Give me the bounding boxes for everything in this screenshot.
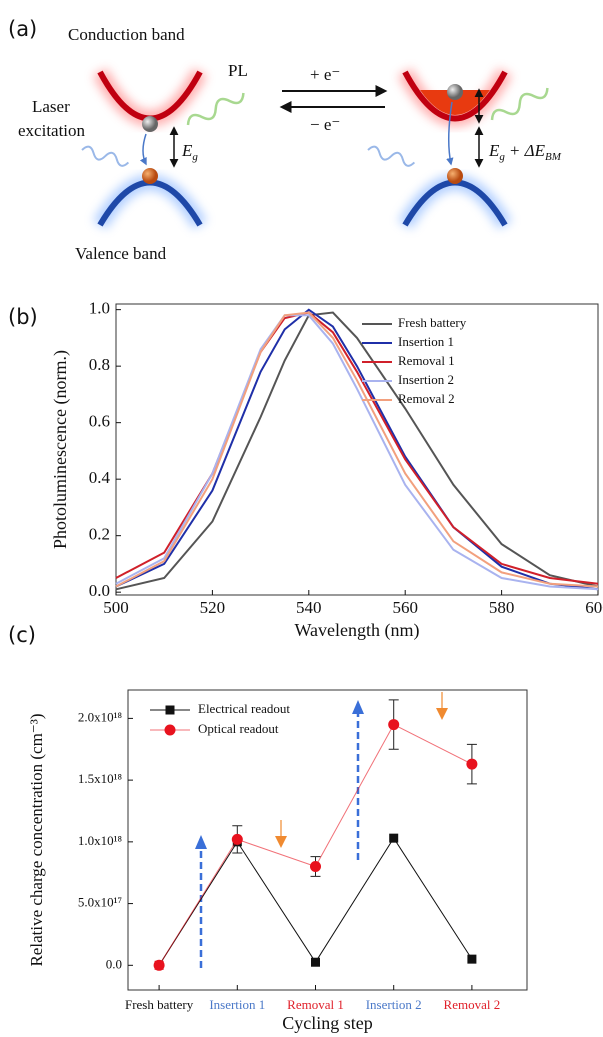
y-tick-label: 1.5x10¹⁸ xyxy=(78,771,123,786)
arrow-label: + e⁻ xyxy=(310,65,340,84)
arrow-head xyxy=(352,700,364,714)
panel-label: (c) xyxy=(8,623,36,647)
laser-wave xyxy=(367,145,416,167)
y-tick-label: 0.8 xyxy=(89,355,110,374)
laser-label: excitation xyxy=(18,121,86,140)
panel-label: (a) xyxy=(8,17,37,41)
gap-subscript: g xyxy=(499,151,505,163)
pl-label: PL xyxy=(228,61,248,80)
marker xyxy=(310,861,321,873)
band-label: Conduction band xyxy=(68,25,185,44)
legend-label: Electrical readout xyxy=(198,701,290,716)
marker xyxy=(153,959,165,971)
marker xyxy=(388,719,400,731)
y-tick-label: 1.0x10¹⁸ xyxy=(78,833,123,848)
pl-wave xyxy=(490,87,549,121)
gap-label: Eg + ΔEBM xyxy=(488,141,562,163)
gap-subscript: BM xyxy=(545,151,562,163)
legend-label: Removal 1 xyxy=(398,353,455,368)
band-label: Valence band xyxy=(75,244,167,263)
pl-wave xyxy=(186,92,245,126)
gap-subscript: g xyxy=(192,151,198,163)
x-tick-label: 600 xyxy=(585,598,603,617)
legend-label: Insertion 2 xyxy=(398,372,454,387)
x-axis-label: Wavelength (nm) xyxy=(294,620,419,641)
y-tick-label: 0.2 xyxy=(89,525,110,544)
x-axis-label: Cycling step xyxy=(282,1013,373,1033)
legend-marker xyxy=(164,724,176,736)
line xyxy=(115,308,599,591)
y-tick-label: 0.0 xyxy=(89,581,110,600)
x-tick-label: 500 xyxy=(103,598,129,617)
conduction-band xyxy=(402,70,508,122)
y-tick-label: 0.6 xyxy=(89,412,110,431)
y-tick-label: 2.0x10¹⁸ xyxy=(78,709,123,724)
arrow-head xyxy=(275,836,287,848)
marker xyxy=(467,954,477,964)
x-tick-label: 540 xyxy=(296,598,322,617)
marker xyxy=(389,833,399,843)
x-tick-label: Insertion 2 xyxy=(366,997,422,1012)
y-axis-label: Photoluminescence (norm.) xyxy=(50,350,71,549)
gap-symbol: E xyxy=(181,141,193,160)
x-tick-label: Insertion 1 xyxy=(209,997,265,1012)
y-tick-label: 1.0 xyxy=(89,299,110,318)
legend-marker xyxy=(165,705,175,715)
x-tick-label: 580 xyxy=(489,598,515,617)
electron xyxy=(447,84,463,100)
electron xyxy=(142,116,158,132)
gap-label: Eg xyxy=(181,141,198,163)
x-tick-label: 520 xyxy=(200,598,226,617)
gap-symbol: E xyxy=(488,141,500,160)
hole xyxy=(447,168,463,184)
arrow-head xyxy=(195,835,207,849)
panel-label: (b) xyxy=(8,305,38,329)
arrow-label: − e⁻ xyxy=(310,115,340,134)
legend-label: Insertion 1 xyxy=(398,334,454,349)
arrow-head xyxy=(436,708,448,720)
laser-label: Laser xyxy=(32,97,70,116)
x-tick-label: Removal 2 xyxy=(444,997,501,1012)
plots: (b) Wavelength (nm) Photoluminescence (nor… xyxy=(8,299,603,1034)
x-tick-label: Removal 1 xyxy=(287,997,344,1012)
recombination xyxy=(446,101,454,166)
legend-label: Optical readout xyxy=(198,721,279,736)
y-axis-label: Relative charge concentration (cm⁻³) xyxy=(27,713,46,966)
line xyxy=(158,723,473,966)
line xyxy=(115,314,599,591)
marker xyxy=(311,957,320,967)
hole xyxy=(142,168,158,184)
legend-label: Fresh battery xyxy=(398,315,467,330)
legend-label: Removal 2 xyxy=(398,391,455,406)
filled-states xyxy=(420,90,490,115)
line xyxy=(115,311,599,585)
marker xyxy=(231,833,243,845)
plot-frame xyxy=(115,303,599,596)
recombination xyxy=(139,133,147,166)
x-tick-label: 560 xyxy=(392,598,418,617)
laser-wave xyxy=(81,145,130,167)
y-tick-label: 0.4 xyxy=(89,468,111,487)
diagram: (a) Conduction band Valence band PL Lase… xyxy=(8,17,562,263)
y-tick-label: 0.0 xyxy=(106,956,122,971)
line xyxy=(115,311,599,588)
gap-shift: + ΔE xyxy=(509,141,546,160)
y-tick-label: 5.0x10¹⁷ xyxy=(78,895,122,910)
line xyxy=(115,311,599,591)
plot-frame xyxy=(127,689,528,991)
x-tick-label: Fresh battery xyxy=(125,997,194,1012)
marker xyxy=(466,758,478,770)
